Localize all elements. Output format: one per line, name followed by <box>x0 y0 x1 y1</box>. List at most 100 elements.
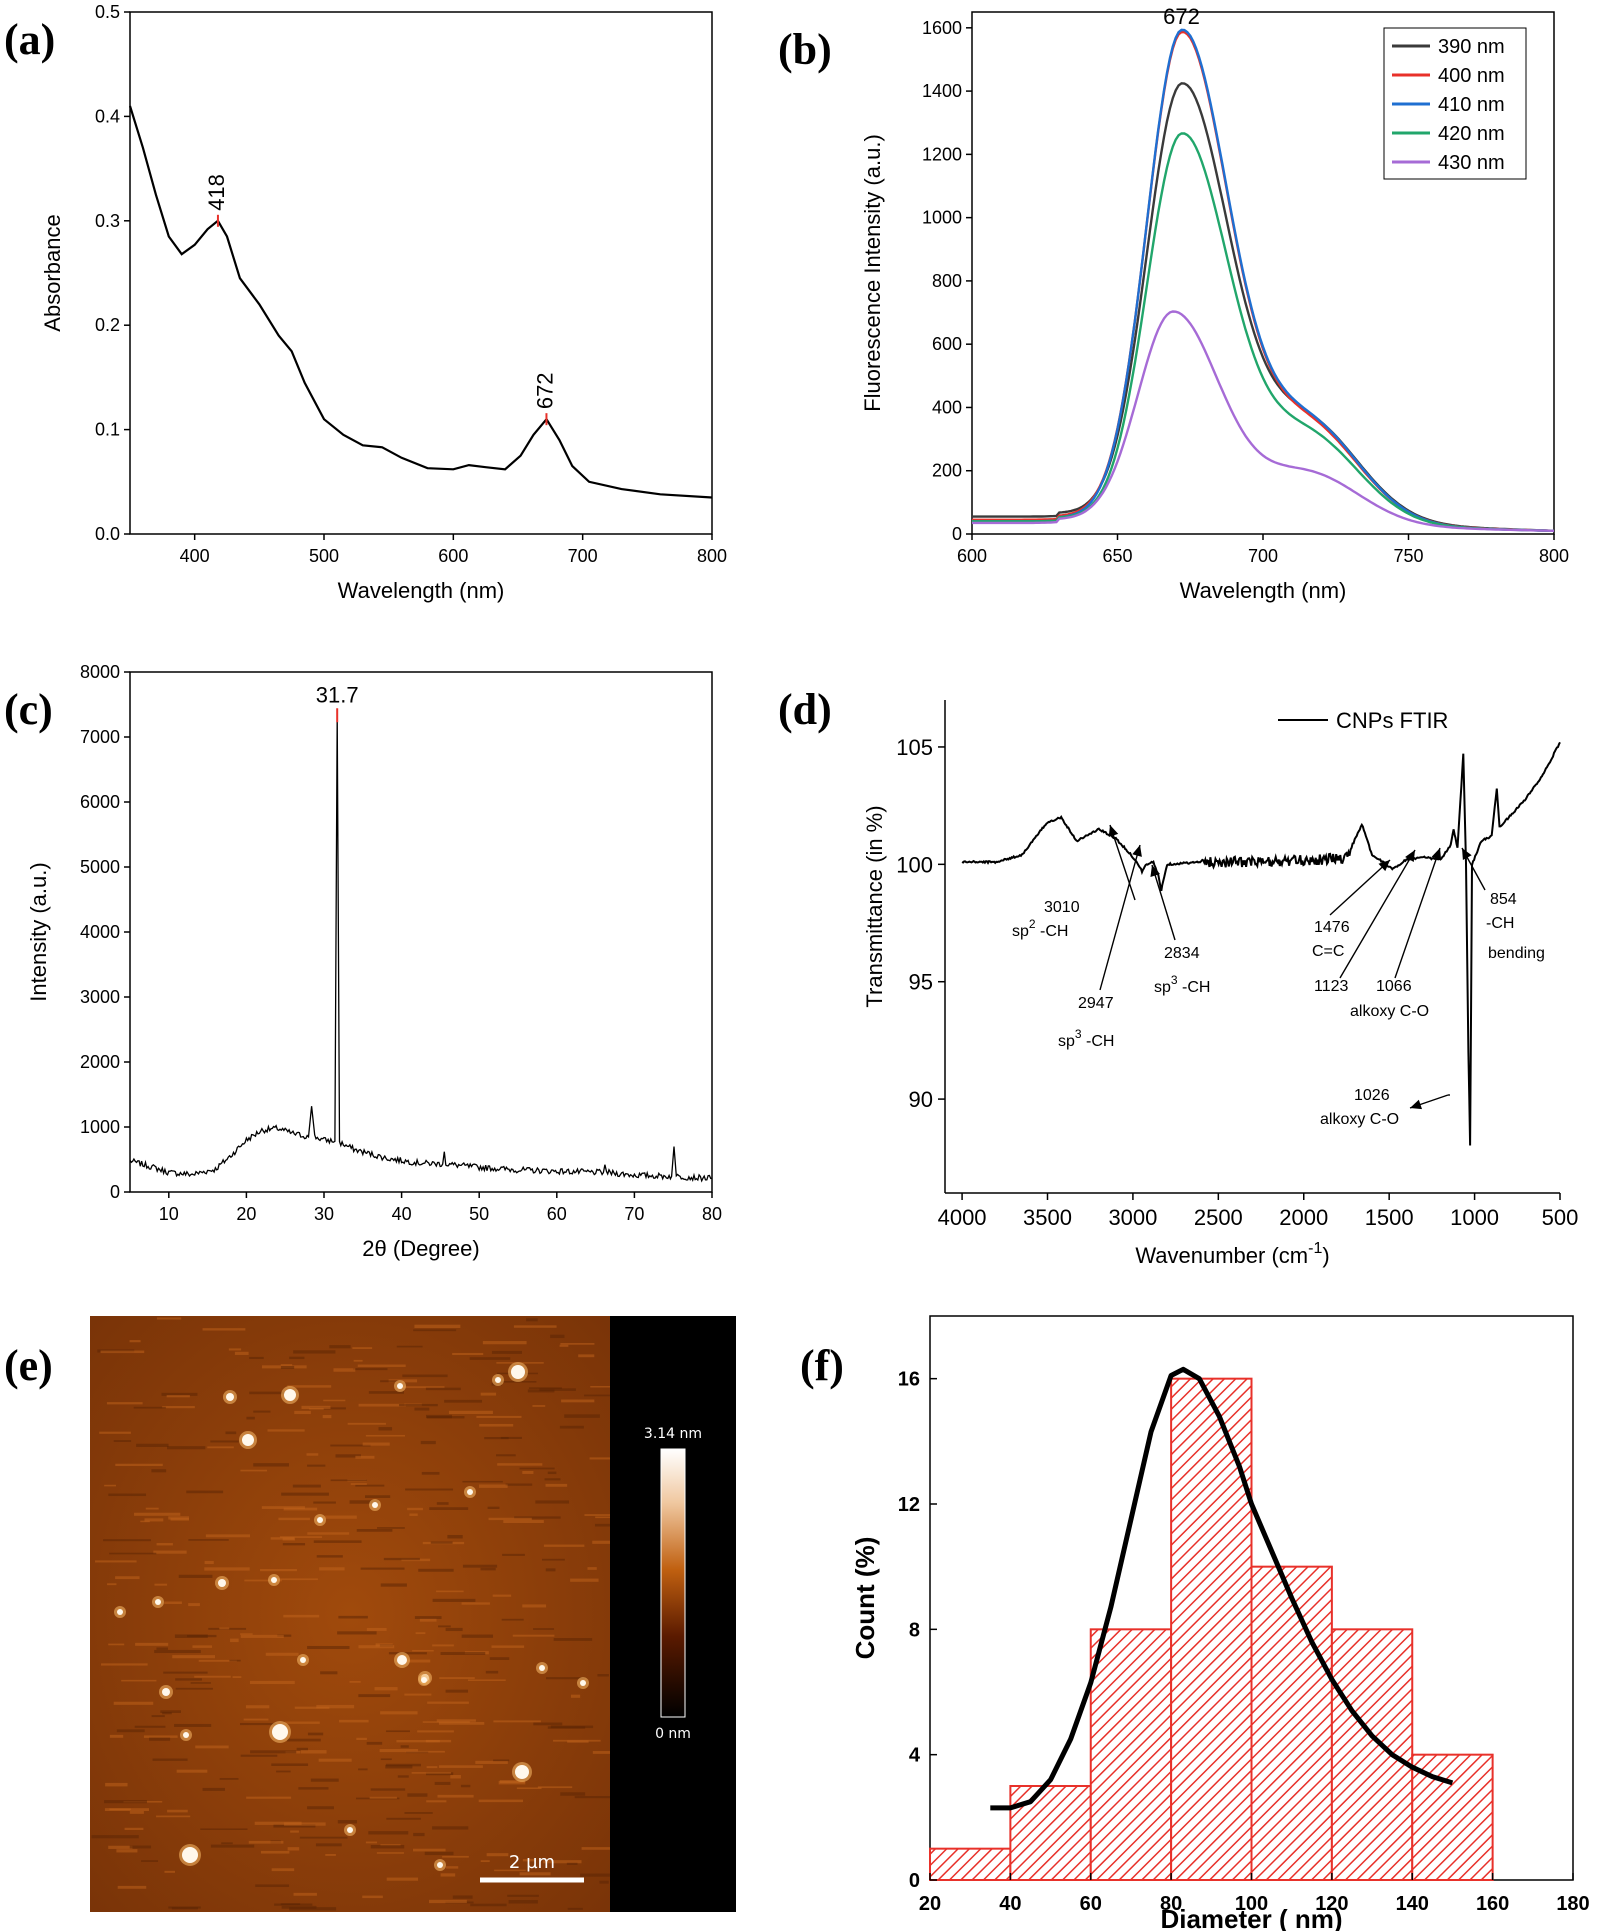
chart-d-ytick-label: 90 <box>909 1087 933 1112</box>
panel-d-label: (d) <box>778 685 832 734</box>
chart-d-ann-1123-text: 1066 <box>1376 978 1412 995</box>
afm-texture-streak <box>357 1364 406 1367</box>
afm-texture-streak <box>362 1442 390 1446</box>
afm-texture-streak <box>476 1415 522 1418</box>
afm-texture-streak <box>499 1780 526 1784</box>
chart-a-ytick-label: 0.1 <box>95 420 120 440</box>
chart-b-xtick-label: 600 <box>957 546 987 566</box>
afm-texture-streak <box>151 1469 167 1473</box>
chart-b-ytick-label: 800 <box>932 271 962 291</box>
afm-texture-streak <box>115 1576 140 1580</box>
afm-particle <box>515 1765 529 1779</box>
afm-texture-streak <box>289 1907 337 1911</box>
afm-particle <box>182 1847 198 1863</box>
afm-particles <box>114 1362 589 1871</box>
afm-texture-streak <box>418 1568 454 1572</box>
afm-texture-streak <box>494 1869 526 1872</box>
afm-texture-streak <box>299 1836 348 1839</box>
afm-texture-streak <box>135 1642 169 1646</box>
afm-texture-streak <box>277 1634 292 1637</box>
afm-texture-streak <box>580 1873 614 1877</box>
afm-texture-streak <box>108 1845 133 1849</box>
afm-texture-streak <box>91 1835 139 1839</box>
chart-a-frame <box>129 11 713 535</box>
afm-texture-streak <box>417 1730 454 1733</box>
afm-texture-streak <box>386 1817 421 1820</box>
colorbar-max-label: 3.14 nm <box>644 1426 702 1442</box>
chart-d-ann-1476-text: C=C <box>1312 943 1344 960</box>
afm-texture-streak <box>407 1793 428 1797</box>
afm-particle <box>183 1732 189 1738</box>
afm-texture-streak <box>436 1502 449 1505</box>
afm-texture-streak <box>426 1414 452 1419</box>
afm-texture-streak <box>380 1380 402 1383</box>
afm-texture-streak <box>152 1758 188 1761</box>
chart-b-series-4 <box>972 310 1554 532</box>
afm-texture-streak <box>355 1455 375 1459</box>
afm-texture-streak <box>156 1543 173 1546</box>
afm-texture-streak <box>597 1674 609 1677</box>
afm-texture-streak <box>522 1604 547 1608</box>
afm-texture-streak <box>355 1484 385 1487</box>
afm-texture-streak <box>432 1826 469 1830</box>
afm-texture-streak <box>430 1541 453 1544</box>
afm-texture-streak <box>172 1655 216 1659</box>
chart-f-bar-5 <box>1330 1628 1414 1882</box>
afm-texture-streak <box>167 1446 206 1450</box>
afm-particle <box>271 1577 277 1583</box>
chart-c-xtick-label: 70 <box>624 1204 644 1224</box>
afm-texture-streak <box>149 1737 171 1741</box>
afm-texture-streak <box>154 1649 201 1654</box>
afm-texture-streak <box>386 1730 410 1733</box>
afm-texture-streak <box>243 1718 269 1721</box>
afm-texture-streak <box>280 1364 293 1366</box>
afm-texture-streak <box>100 1350 145 1354</box>
afm-texture-streak <box>296 1747 308 1751</box>
afm-texture-streak <box>250 1750 297 1754</box>
afm-texture-streak <box>324 1515 357 1519</box>
chart-d-arrow-line <box>1151 864 1176 941</box>
afm-texture-streak <box>289 1356 305 1360</box>
afm-particle <box>155 1599 161 1605</box>
afm-texture-streak <box>282 1543 306 1546</box>
chart-f-bar-1 <box>1009 1785 1092 1881</box>
chart-b-xtick-label: 700 <box>1248 546 1278 566</box>
afm-texture-streak <box>156 1815 191 1818</box>
afm-texture-streak <box>436 1590 464 1593</box>
afm-texture-streak <box>274 1578 318 1581</box>
afm-texture-streak <box>438 1765 483 1768</box>
afm-texture-streak <box>505 1483 533 1486</box>
chart-b-ytick-label: 1000 <box>922 208 962 228</box>
chart-d-ann-854-text: 854 <box>1490 891 1517 908</box>
afm-particle <box>347 1827 353 1833</box>
afm-texture-streak <box>260 1850 290 1854</box>
afm-texture-streak <box>380 1711 418 1715</box>
chart-d: 4000 3500 3000 2500 2000 1500 1000 500 90 95 100 10… <box>862 700 1578 1268</box>
afm-texture-streak <box>283 1507 318 1511</box>
afm-texture-streak <box>516 1787 542 1790</box>
afm-texture-streak <box>448 1410 493 1415</box>
chart-b-xtick-label: 650 <box>1102 546 1132 566</box>
afm-texture-streak <box>366 1741 383 1745</box>
afm-texture-streak <box>360 1567 405 1570</box>
panel-b-label: (b) <box>778 25 832 74</box>
afm-texture-streak <box>352 1347 373 1349</box>
afm-particle <box>372 1502 378 1508</box>
afm-texture-streak <box>440 1652 486 1655</box>
chart-d-xtick-label: 2500 <box>1194 1205 1243 1230</box>
chart-a-ytick-label: 0.4 <box>95 106 120 126</box>
chart-f-xtick-label: 160 <box>1476 1893 1509 1915</box>
afm-texture-streak <box>194 1675 231 1678</box>
afm-texture-streak <box>445 1627 463 1632</box>
chart-b-ytick-label: 1600 <box>922 18 962 38</box>
afm-texture-streak <box>306 1453 319 1456</box>
afm-texture-streak <box>434 1781 451 1785</box>
afm-texture-streak <box>151 1715 165 1718</box>
afm-texture-streak <box>420 1440 436 1445</box>
afm-texture-streak <box>265 1652 299 1656</box>
afm-texture-streak <box>166 1395 190 1398</box>
chart-c-xtick-label: 60 <box>547 1204 567 1224</box>
chart-f-xlabel: Diameter ( nm) <box>1160 1904 1342 1931</box>
chart-b-ytick-label: 200 <box>932 461 962 481</box>
chart-b-legend-label: 430 nm <box>1438 152 1505 174</box>
